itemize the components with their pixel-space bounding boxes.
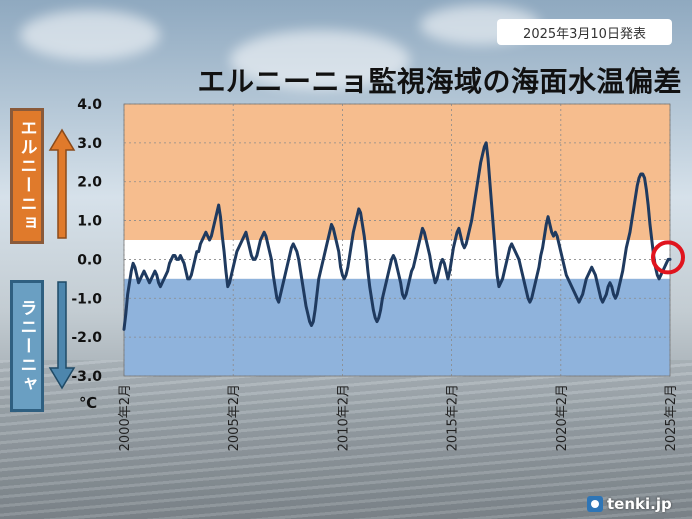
x-tick-label: 2000年2月 bbox=[118, 384, 133, 451]
tenki-logo-icon bbox=[587, 496, 603, 512]
x-tick-label: 2025年2月 bbox=[664, 384, 679, 451]
y-tick-label: -1.0 bbox=[71, 291, 102, 307]
chart-title: エルニーニョ監視海域の海面水温偏差 bbox=[197, 65, 682, 98]
x-tick-label: 2005年2月 bbox=[227, 384, 242, 451]
y-unit-label: ℃ bbox=[79, 394, 97, 412]
y-tick-label: 4.0 bbox=[77, 97, 102, 113]
x-tick-label: 2015年2月 bbox=[446, 384, 461, 451]
brand-name: tenki.jp bbox=[607, 495, 672, 513]
y-tick-label: 1.0 bbox=[77, 214, 102, 230]
y-tick-label: 2.0 bbox=[77, 175, 102, 191]
y-tick-label: 0.0 bbox=[77, 252, 102, 268]
x-tick-label: 2020年2月 bbox=[555, 384, 570, 451]
sky-cloud bbox=[230, 30, 410, 90]
sky-cloud bbox=[20, 10, 160, 60]
release-date: 2025年3月10日発表 bbox=[497, 19, 672, 45]
cool-arrow-icon bbox=[48, 281, 76, 390]
anomaly-series-line bbox=[122, 141, 672, 331]
brand-logo: tenki.jp bbox=[587, 495, 672, 513]
y-tick-label: -2.0 bbox=[71, 330, 102, 346]
warm-arrow-icon bbox=[48, 128, 76, 239]
y-tick-label: -3.0 bbox=[71, 369, 102, 385]
plot-border bbox=[123, 103, 671, 377]
latest-value-marker bbox=[651, 240, 685, 275]
lanina-label: ラニーニャ bbox=[10, 280, 44, 412]
sea-background bbox=[0, 360, 692, 519]
y-tick-label: 3.0 bbox=[77, 136, 102, 152]
lanina-band bbox=[124, 278, 670, 376]
x-tick-label: 2010年2月 bbox=[336, 384, 351, 451]
elnino-label: エルニーニョ bbox=[10, 108, 44, 244]
elnino-band bbox=[124, 104, 670, 240]
